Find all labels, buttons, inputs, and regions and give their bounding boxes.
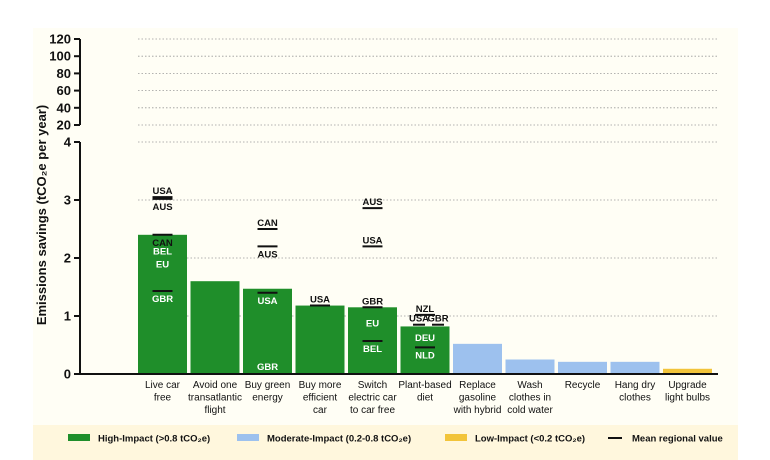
x-tick-label-line: with hybrid <box>453 405 502 416</box>
regional-label: NLD <box>415 350 435 361</box>
legend-label: High-Impact (>0.8 tCO₂e) <box>98 434 210 445</box>
x-tick-label-line: clothes <box>619 393 651 404</box>
x-tick-label-line: clothes in <box>509 393 551 404</box>
bar <box>663 368 712 374</box>
x-tick-label-line: electric car <box>348 393 397 404</box>
legend-label: Moderate-Impact (0.2-0.8 tCO₂e) <box>267 434 411 445</box>
regional-label: GBR <box>427 314 448 325</box>
x-tick-label-line: Live car <box>145 380 181 391</box>
x-tick-label-line: gasoline <box>459 393 497 404</box>
legend-background <box>33 425 738 460</box>
x-tick-label-line: Hang dry <box>615 380 656 391</box>
regional-label: CAN <box>152 238 173 249</box>
y-tick-label: 120 <box>49 32 71 47</box>
y-tick-label: 80 <box>57 66 71 81</box>
regional-label: USA <box>310 295 330 306</box>
bar <box>243 288 292 374</box>
x-tick-label-line: Avoid one <box>193 380 238 391</box>
x-tick-label: Replace gasoline with hybrid <box>453 380 502 416</box>
x-tick-label: Buy more efficient car <box>299 380 342 416</box>
regional-label: USA <box>409 314 429 325</box>
bar <box>400 326 450 374</box>
regional-label: USA <box>257 296 277 307</box>
regional-label: EU <box>366 318 379 329</box>
x-tick-label-line: Upgrade <box>668 380 707 391</box>
x-tick-label: Plant-based diet <box>398 380 451 404</box>
x-tick-label: Live car free <box>145 380 181 404</box>
x-tick-label-line: Plant-based <box>398 380 451 391</box>
regional-label: GBR <box>152 294 173 305</box>
regional-marks: USAAUSCANBELEUGBRCANAUSUSAGBRUSAAUSUSAGB… <box>152 186 449 373</box>
x-axis-labels: Live car free Avoid one transatlantic flight… <box>145 380 710 416</box>
regional-label: CAN <box>257 218 278 229</box>
x-tick-label-line: car <box>313 405 328 416</box>
regional-label: EU <box>156 259 169 270</box>
x-tick-label: Hang dry clothes <box>615 380 656 404</box>
x-tick-label: Avoid one transatlantic flight <box>188 380 242 416</box>
regional-label: USA <box>152 186 172 197</box>
bar <box>558 361 607 374</box>
regional-label: GBR <box>362 296 383 307</box>
regional-label: USA <box>362 235 382 246</box>
x-tick-label: Buy green energy <box>245 380 291 404</box>
x-tick-label: Wash clothes in cold water <box>507 380 553 416</box>
bar <box>505 359 555 374</box>
legend-swatch <box>237 434 259 441</box>
x-tick-label-line: energy <box>252 393 283 404</box>
legend-label: Mean regional value <box>632 434 723 445</box>
bar <box>138 234 187 374</box>
legend-swatch <box>445 434 467 441</box>
regional-label: AUS <box>362 197 382 208</box>
x-tick-label-line: efficient <box>303 393 338 404</box>
x-tick-label: Upgrade light bulbs <box>665 380 710 404</box>
x-tick-label-line: diet <box>417 393 433 404</box>
bar <box>190 281 240 374</box>
x-tick-label-line: flight <box>204 405 225 416</box>
regional-label: BEL <box>363 344 382 355</box>
y-tick-label: 4 <box>64 135 72 150</box>
regional-label: AUS <box>257 249 277 260</box>
x-tick-label: Recycle <box>565 380 601 391</box>
gridlines <box>138 38 718 317</box>
x-tick-label-line: Wash <box>517 380 542 391</box>
y-tick-label: 100 <box>49 49 71 64</box>
x-tick-label-line: transatlantic <box>188 393 242 404</box>
x-tick-label-line: Buy green <box>245 380 291 391</box>
x-tick-label: Switch electric car to car free <box>348 380 397 416</box>
regional-label: AUS <box>152 202 172 213</box>
regional-label: NZL <box>416 304 435 315</box>
bar <box>453 343 502 374</box>
x-tick-label-line: to car free <box>350 405 395 416</box>
y-tick-label: 0 <box>64 367 71 382</box>
regional-label: BEL <box>153 247 172 258</box>
regional-label: DEU <box>415 333 435 344</box>
bar <box>610 361 660 374</box>
regional-label: GBR <box>257 362 278 373</box>
bar <box>295 305 345 374</box>
legend-label: Low-Impact (<0.2 tCO₂e) <box>475 434 585 445</box>
y-axis-label: Emissions savings (tCO₂e per year) <box>34 105 49 325</box>
y-tick-label: 60 <box>57 83 71 98</box>
y-tick-label: 20 <box>57 118 71 133</box>
x-tick-label-line: cold water <box>507 405 553 416</box>
x-tick-label-line: Replace <box>459 380 496 391</box>
axes: 0 1 2 3 4 20 40 60 80 100 120 <box>49 32 718 382</box>
y-tick-label: 40 <box>57 100 71 115</box>
y-tick-label: 1 <box>64 309 71 324</box>
legend-swatch <box>68 434 90 441</box>
x-tick-label-line: Recycle <box>565 380 601 391</box>
x-tick-label-line: Switch <box>358 380 387 391</box>
y-tick-label: 3 <box>64 193 71 208</box>
legend: High-Impact (>0.8 tCO₂e) Moderate-Impact … <box>68 434 723 445</box>
x-tick-label-line: light bulbs <box>665 393 710 404</box>
y-tick-label: 2 <box>64 251 71 266</box>
x-tick-label-line: Buy more <box>299 380 342 391</box>
x-tick-label-line: free <box>154 393 172 404</box>
